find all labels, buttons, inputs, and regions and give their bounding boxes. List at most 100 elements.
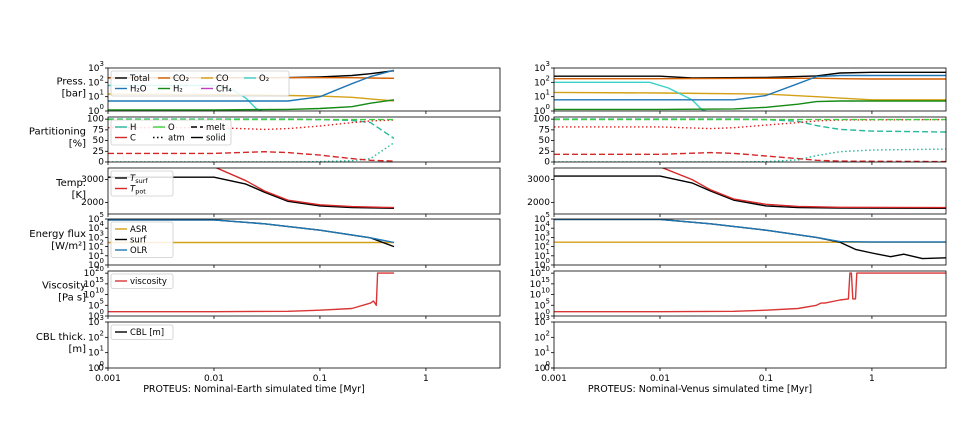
series-group [554,168,946,210]
series-line-c-melt [108,150,395,162]
legend: CBL [m] [110,324,174,340]
x-ticks [107,162,427,165]
y-axis-label-line: Viscosity [42,281,86,292]
series-line-co2 [554,77,946,80]
series-group [554,71,946,111]
axes-frame [107,116,501,163]
legend-label: atm [168,134,185,144]
series-line-viscosity [108,272,394,313]
series-group [554,219,946,260]
y-tick-label: 104 [534,220,550,234]
y-tick-label: 103 [534,229,550,243]
y-tick-label: 105 [88,211,104,225]
x-ticks [553,162,873,165]
panel-2-3: 2000 3000 [527,167,947,217]
y-tick-label: 100 [534,308,550,322]
y-tick-label: 105 [88,297,104,311]
series-line-olr [108,219,395,244]
y-axis-label-line: [%] [69,139,86,150]
y-tick-label: 100 [88,103,104,117]
y-tick-label: 103 [88,314,104,328]
legend-label: viscosity [130,277,167,287]
y-tick-label: 50 [93,136,105,146]
axes-frame [553,67,947,112]
y-tick-label: 101 [534,345,550,359]
legend-label: ASR [130,225,147,235]
y-tick-label: 0 [544,364,550,374]
axes-frame [107,67,501,112]
series-line-c-atm [108,119,395,131]
series-line-o2 [554,81,709,111]
legend: Total CO₂ CO O₂ H₂O H₂ CH₄ [110,70,290,97]
y-tick-label: 0 [98,158,104,168]
legend-label: CO₂ [173,74,189,84]
y-tick-label: 101 [88,248,104,261]
y-axis-label-line: CBL thick. [36,332,86,343]
axes-frame [553,167,947,215]
legend-label: solid [206,134,226,144]
y-tick-label: 1015 [84,276,104,290]
y-tick-label: 100 [534,360,550,374]
series-line-total [554,71,946,79]
y-tick-label: 100 [87,115,104,125]
y-tick-label: 1020 [530,265,550,279]
y-axis-label-line: Press. [57,77,87,88]
y-axis-label-line: [m] [68,344,86,355]
series-line-h-atm [554,148,946,162]
x-tick-label: 0.1 [759,374,773,384]
y-tick-label: 102 [88,329,104,343]
legend-label: H₂ [173,85,183,95]
y-tick-label: 25 [93,147,104,157]
y-tick-label: 103 [88,229,104,243]
x-ticks [107,111,427,114]
y-tick-label: 101 [88,89,104,103]
series-line-t-surf [554,175,946,210]
y-axis-label-line: [W/m²] [51,241,86,252]
y-axis-label: Press.[bar] [57,77,87,100]
y-tick-label: 100 [88,308,104,322]
x-tick-label: 0.001 [541,374,567,384]
series-line-c-atm [554,118,946,130]
series-line-h2o [554,74,946,101]
y-tick-label: 100 [534,257,550,271]
series-line-olr [554,219,946,243]
y-axis-label: Temp.[K] [55,178,86,201]
x-ticks: 0.001 0.01 0.1 1 [95,368,429,384]
y-tick-label: 100 [534,103,550,117]
x-tick-label: 0.01 [204,374,224,384]
x-tick-label: 1 [869,374,875,384]
legend-label: OLR [130,246,147,256]
y-ticks: 2000 3000 [527,175,554,208]
legend-label: C [130,134,136,144]
axes-frame [107,218,501,266]
y-tick-label: 101 [534,89,550,103]
y-tick-label: 102 [88,239,104,253]
y-tick-label: 1010 [530,287,550,301]
y-tick-label: 25 [539,147,550,157]
y-axis-label-line: [bar] [62,89,86,100]
legend-label: Tsurf [130,174,148,185]
y-tick-label: 1020 [84,265,104,279]
y-tick-label: 2000 [81,198,104,208]
y-axis-label-line: [Pa s] [58,293,86,304]
y-tick-label: 103 [534,60,550,74]
legend-box [110,221,174,258]
series-group [108,272,394,313]
x-ticks [107,265,427,268]
series-line-t-pot [661,168,946,209]
